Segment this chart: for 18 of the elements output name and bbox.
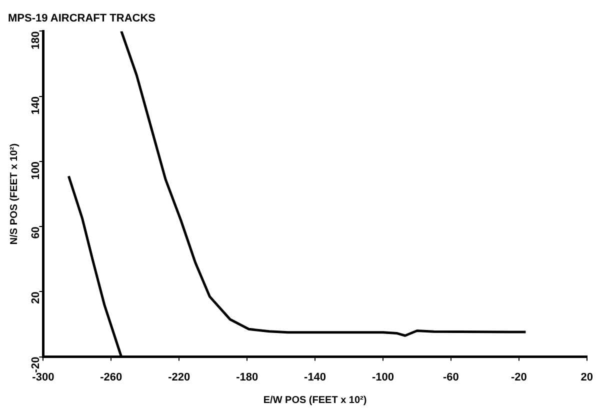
y-axis-title: N/S POS (FEET x 10²) [8,143,20,245]
y-tick-label: 180 [30,31,42,50]
y-tick-label: 60 [30,226,42,239]
y-tick-label: 20 [30,292,42,304]
x-tick-label: -220 [168,371,190,384]
x-tick-label: 20 [580,371,594,384]
y-tick-label: 140 [30,96,42,115]
x-tick-label: -20 [510,371,527,384]
y-tick-label: 100 [30,161,42,180]
y-tick-label: -20 [30,356,42,373]
x-axis-title: E/W POS (FEET x 10²) [263,394,367,406]
x-tick-label: -260 [100,371,122,384]
x-tick-label: -300 [32,371,54,384]
x-tick-label: -180 [236,371,258,384]
x-tick-label: -140 [304,371,326,384]
x-tick-label: -60 [443,371,459,384]
chart-title: MPS-19 AIRCRAFT TRACKS [8,12,156,25]
x-tick-label: -100 [372,371,394,384]
